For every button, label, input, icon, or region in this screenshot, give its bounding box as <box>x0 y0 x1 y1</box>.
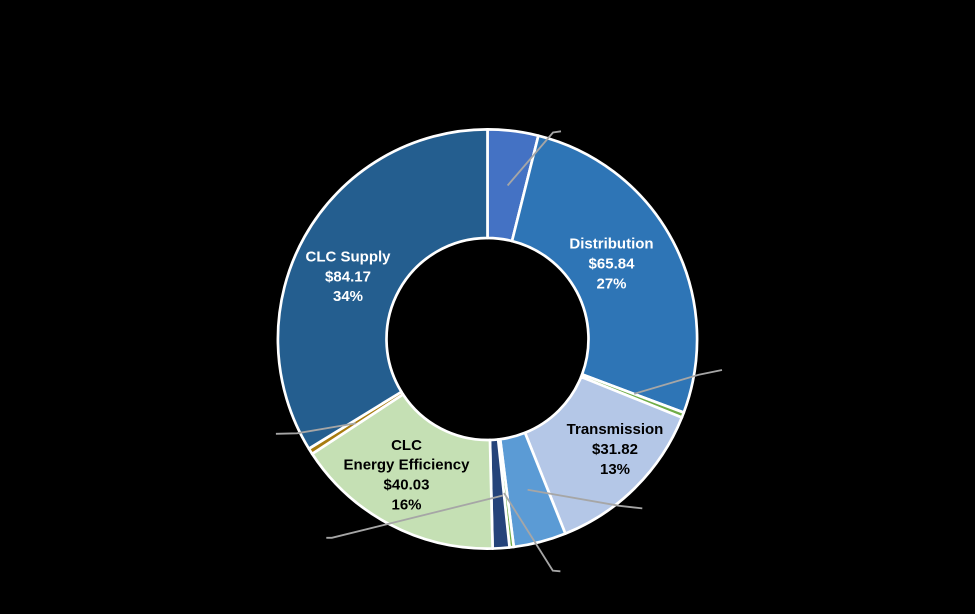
svg-text:CLC Supply: CLC Supply <box>306 249 392 266</box>
svg-text:$40.03: $40.03 <box>384 477 430 494</box>
svg-text:Distribution: Distribution <box>569 236 653 253</box>
svg-text:Transmission: Transmission <box>567 421 664 438</box>
svg-text:27%: 27% <box>596 275 626 292</box>
svg-text:$31.82: $31.82 <box>592 441 638 458</box>
svg-text:$84.17: $84.17 <box>325 268 371 285</box>
svg-text:34%: 34% <box>333 288 363 305</box>
svg-text:16%: 16% <box>391 496 421 513</box>
svg-text:13%: 13% <box>600 461 630 478</box>
svg-text:Energy Efficiency: Energy Efficiency <box>344 457 471 474</box>
svg-text:CLC: CLC <box>391 437 422 454</box>
svg-text:$65.84: $65.84 <box>589 256 636 273</box>
